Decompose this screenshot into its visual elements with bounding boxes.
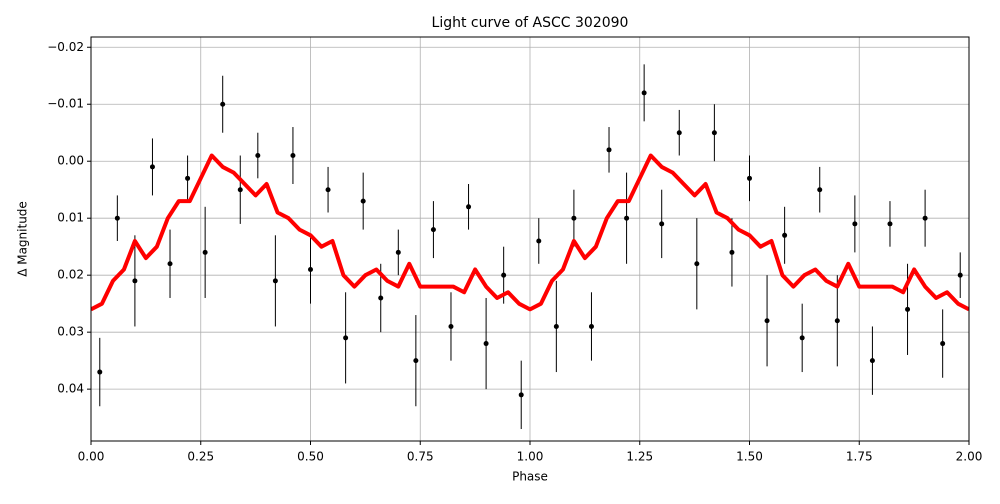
x-tick-label: 0.75 (407, 450, 434, 464)
data-point (588, 323, 594, 329)
y-tick-label: 0.00 (57, 154, 84, 168)
data-point (747, 175, 752, 181)
data-point (167, 261, 173, 267)
plot-frame (90, 36, 970, 442)
y-tick-label: 0.02 (57, 268, 84, 282)
data-point (255, 153, 261, 159)
y-axis-label: Δ Magnitude (16, 201, 30, 277)
data-point (430, 227, 436, 233)
data-point (149, 164, 155, 170)
data-point (325, 187, 331, 193)
x-tick-label: 1.75 (846, 450, 873, 464)
data-point (132, 278, 138, 284)
data-point (290, 153, 296, 159)
x-tick-label: 1.00 (517, 450, 544, 464)
model-line (91, 153, 969, 312)
x-tick-label: 0.00 (78, 450, 105, 464)
chart-title: Light curve of ASCC 302090 (432, 15, 629, 31)
data-point (905, 306, 911, 312)
data-point (237, 187, 243, 193)
x-tick-label: 0.25 (187, 450, 214, 464)
data-point (97, 369, 103, 375)
x-tick-label: 1.50 (736, 450, 763, 464)
y-tick-label: 0.01 (57, 211, 84, 225)
y-tick-label: −0.02 (47, 40, 84, 54)
data-point (834, 318, 840, 324)
data-point (711, 130, 717, 136)
data-point (659, 221, 665, 227)
data-point (676, 130, 682, 136)
x-tick-label: 0.50 (297, 450, 324, 464)
data-point (940, 341, 946, 347)
data-point (852, 221, 858, 227)
data-point (887, 221, 893, 227)
data-point (869, 358, 875, 364)
data-point (571, 215, 577, 221)
data-point (957, 272, 963, 278)
data-point (694, 261, 700, 267)
y-tick-label: 0.04 (57, 382, 84, 396)
data-point (624, 215, 630, 221)
data-point (343, 335, 349, 341)
data-point (220, 101, 226, 107)
data-point (729, 249, 735, 255)
data-point (185, 175, 191, 181)
y-tick-label: 0.03 (57, 325, 84, 339)
data-point (483, 341, 489, 347)
data-point (606, 147, 612, 153)
y-tick-label: −0.01 (47, 97, 84, 111)
data-point (114, 215, 120, 221)
data-point (536, 238, 542, 244)
x-tick-label: 1.25 (626, 450, 653, 464)
data-point (782, 232, 788, 238)
data-point (799, 335, 805, 341)
data-point (413, 358, 419, 364)
data-point (202, 249, 208, 255)
data-point (448, 323, 454, 329)
data-point (308, 266, 313, 272)
data-point (501, 272, 507, 278)
data-point (922, 215, 928, 221)
x-axis-label: Phase (512, 470, 548, 484)
data-point (641, 90, 647, 96)
data-point (378, 295, 384, 301)
data-point (395, 249, 401, 255)
x-tick-label: 2.00 (956, 450, 983, 464)
data-point (466, 204, 472, 210)
data-point (764, 318, 770, 324)
data-point (360, 198, 366, 204)
data-point (272, 278, 278, 284)
data-point (518, 392, 524, 398)
data-point (817, 187, 823, 193)
data-point (553, 323, 559, 329)
